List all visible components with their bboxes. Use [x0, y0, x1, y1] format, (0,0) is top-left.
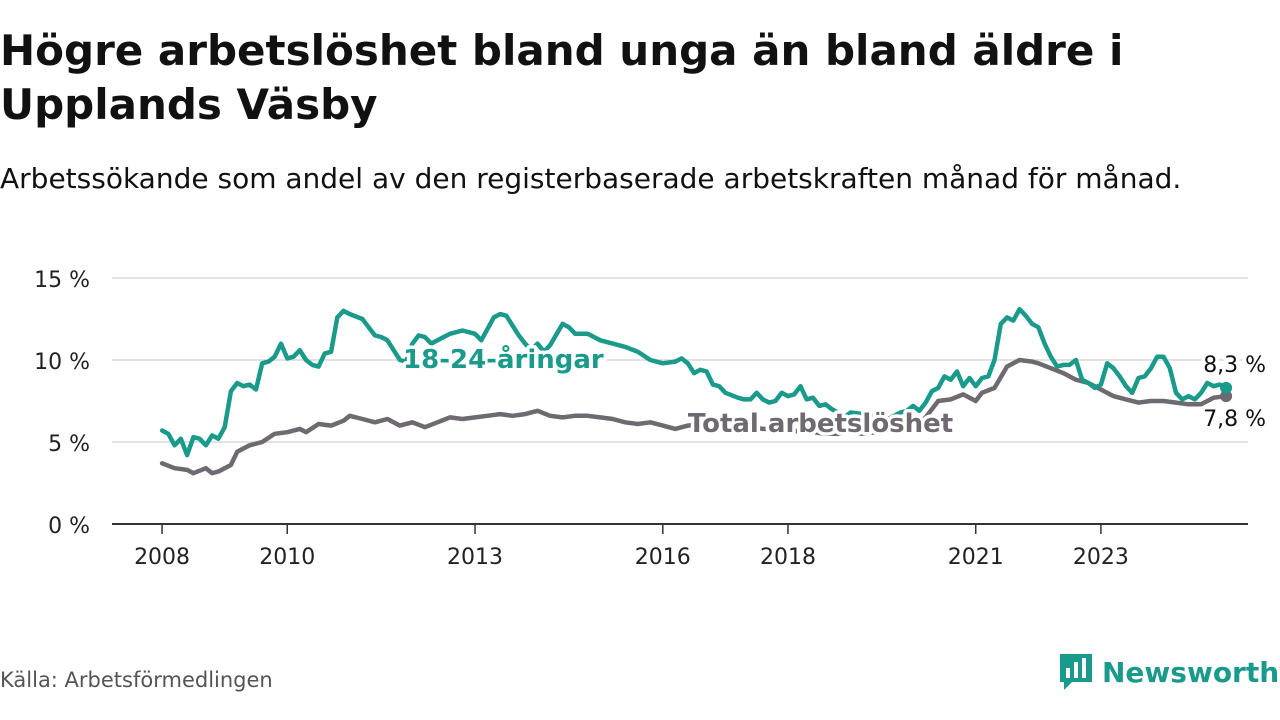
series-line-total	[159, 357, 1229, 476]
series-lines	[159, 306, 1233, 476]
y-tick-label: 5 %	[48, 432, 90, 457]
series-end-dot-total	[1220, 390, 1233, 403]
end-value-total: 7,8 %	[1203, 407, 1266, 432]
x-tick-label: 2013	[447, 545, 503, 570]
chart-title: Högre arbetslöshet bland unga än bland ä…	[0, 26, 1124, 129]
chart-subtitle: Arbetssökande som andel av den registerb…	[0, 162, 1182, 195]
series-line-youth	[159, 306, 1229, 458]
x-tick-label: 2023	[1073, 545, 1129, 570]
series-label-youth: 18-24-åringar	[403, 343, 604, 375]
y-tick-label: 15 %	[34, 268, 90, 293]
brand-logo: Newsworthy	[1058, 652, 1280, 692]
x-tick-label: 2010	[259, 545, 315, 570]
x-tick-label: 2021	[948, 545, 1004, 570]
series-label-total: Total arbetslöshet	[688, 409, 953, 439]
series-end-dot-youth	[1220, 381, 1233, 394]
end-value-youth: 8,3 %	[1203, 353, 1266, 378]
axes: 0 % 5 % 10 % 15 % 2008 2010 2013 2016 2018 2021 20…	[34, 268, 1248, 570]
y-tick-label: 10 %	[34, 350, 90, 375]
series-labels: 18-24-åringar Total arbetslöshet 8,3 % 7,8 …	[400, 340, 1270, 443]
x-tick-label: 2016	[635, 545, 691, 570]
line-chart: 18-24-åringar Total arbetslöshet 8,3 % 7,8 …	[34, 268, 1270, 570]
x-tick-label: 2008	[134, 545, 190, 570]
source-note: Källa: Arbetsförmedlingen	[0, 668, 273, 692]
brand-name: Newsworthy	[1102, 655, 1280, 689]
y-tick-label: 0 %	[48, 514, 90, 539]
newsworthy-logo-icon	[1060, 654, 1092, 690]
x-tick-label: 2018	[760, 545, 816, 570]
